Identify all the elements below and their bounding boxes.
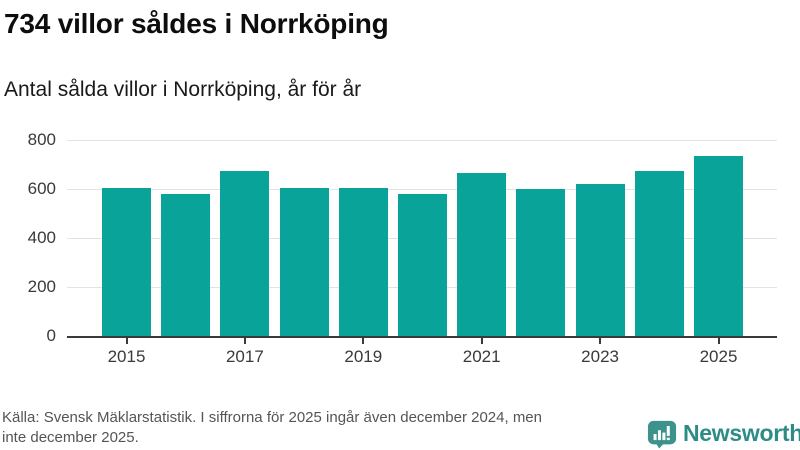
y-tick-label: 800 xyxy=(27,130,56,149)
page-title: 734 villor såldes i Norrköping xyxy=(4,8,389,39)
x-tick-label: 2023 xyxy=(581,347,619,366)
speech-bubble-tail xyxy=(655,442,665,449)
bar-chart-speech-bubble-icon xyxy=(647,420,677,449)
source-note-line: inte december 2025. xyxy=(2,429,139,446)
x-tick xyxy=(243,338,246,344)
x-tick xyxy=(362,338,365,344)
chart-subtitle: Antal sålda villor i Norrköping, år för … xyxy=(4,78,362,101)
x-tick xyxy=(599,338,602,344)
bar xyxy=(457,172,507,336)
y-tick-label: 600 xyxy=(27,179,56,198)
x-axis-line xyxy=(67,336,777,338)
x-tick-label: 2017 xyxy=(225,347,264,366)
bar xyxy=(220,170,270,336)
y-gridline xyxy=(67,140,777,141)
bar xyxy=(634,171,684,336)
bar xyxy=(102,187,151,336)
x-tick xyxy=(717,338,720,344)
x-tick xyxy=(125,338,128,344)
mini-bars xyxy=(653,426,670,441)
x-tick-label: 2019 xyxy=(344,347,383,366)
speech-bubble-shape xyxy=(647,420,677,445)
bar xyxy=(338,188,388,336)
bar-chart: 0 200 400 600 800 2015 2017 2019 2021 2023 2025 xyxy=(27,130,777,366)
bar xyxy=(279,188,329,336)
newsworthy-wordmark: Newsworthy xyxy=(683,420,800,446)
bar xyxy=(516,188,566,336)
bar xyxy=(575,184,625,336)
x-tick xyxy=(480,338,483,344)
x-tick-label: 2021 xyxy=(462,347,501,366)
bar xyxy=(161,193,211,336)
bar xyxy=(694,156,743,336)
source-note: Källa: Svensk Mäklarstatistik. I siffror… xyxy=(2,408,632,448)
x-tick-label: 2025 xyxy=(699,347,738,366)
bar xyxy=(398,194,447,336)
y-tick-label: 0 xyxy=(46,326,56,345)
y-tick-label: 400 xyxy=(27,228,56,247)
y-gridline xyxy=(67,189,777,190)
y-tick-label: 200 xyxy=(27,277,56,296)
newsworthy-logo: Newsworthy xyxy=(647,418,800,450)
x-tick-label: 2015 xyxy=(107,347,146,366)
source-note-line: Källa: Svensk Mäklarstatistik. I siffror… xyxy=(2,409,542,426)
